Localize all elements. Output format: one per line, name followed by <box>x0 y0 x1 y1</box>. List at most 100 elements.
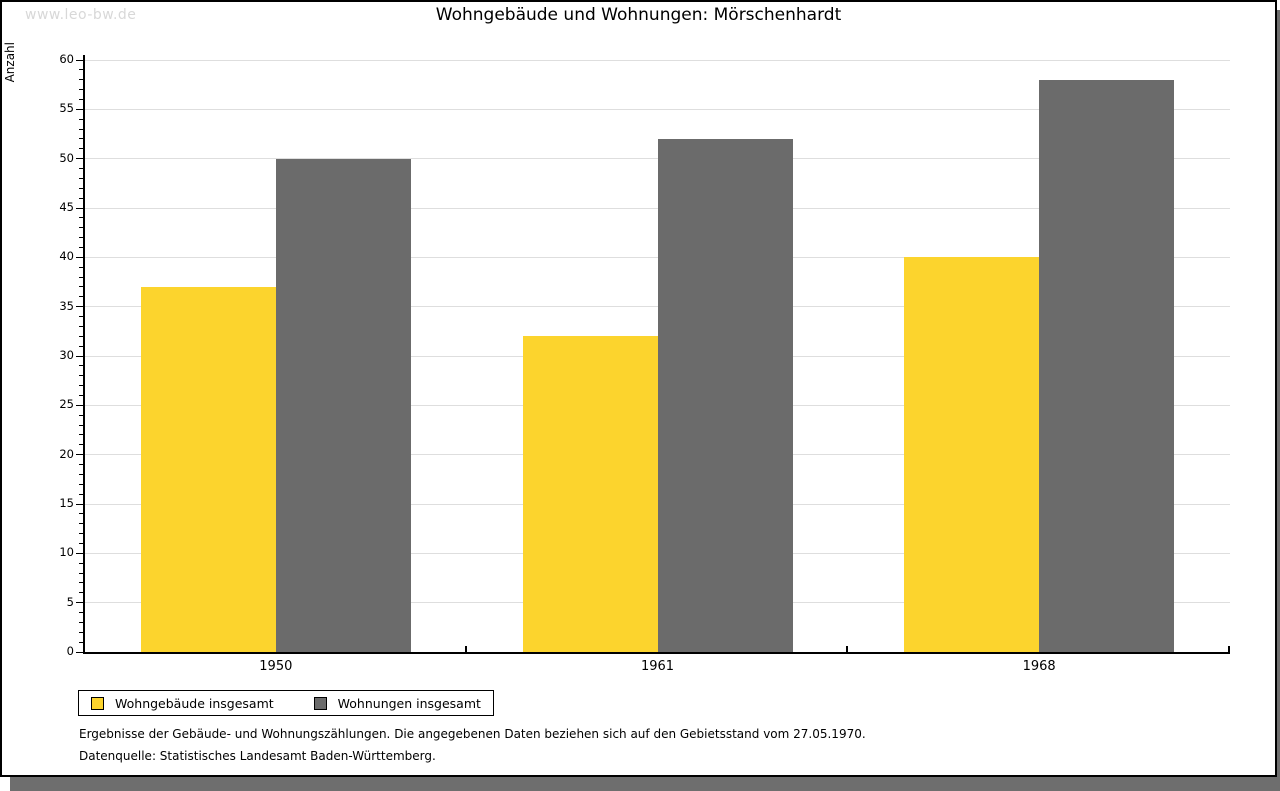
y-axis-label: Anzahl <box>3 42 17 83</box>
x-category-label-1968: 1968 <box>1022 659 1056 674</box>
legend-label-wohngebaeude: Wohngebäude insgesamt <box>115 695 274 711</box>
y-axis-tick-label: 25 <box>59 397 74 412</box>
x-axis-line <box>83 652 1230 654</box>
y-axis-tick <box>76 602 83 604</box>
x-category-label-1950: 1950 <box>259 659 293 674</box>
y-axis-tick-label: 30 <box>59 348 74 362</box>
frame-shadow-bottom <box>10 777 1280 791</box>
y-axis-minor-tick <box>79 621 83 623</box>
legend-label-wohnungen: Wohnungen insgesamt <box>337 695 481 711</box>
y-axis-minor-tick <box>79 168 83 170</box>
y-axis-minor-tick <box>79 177 83 179</box>
y-axis-tick-label: 15 <box>59 496 74 510</box>
y-axis-tick-label: 55 <box>59 101 74 116</box>
y-axis-minor-tick <box>79 316 83 318</box>
y-axis-minor-tick <box>79 237 83 239</box>
y-axis-line <box>83 55 85 654</box>
y-axis-tick-label: 40 <box>59 249 74 264</box>
y-axis-minor-tick <box>79 464 83 466</box>
legend-swatch-wohnungen <box>313 696 327 710</box>
chart-title: Wohngebäude und Wohnungen: Mörschenhardt <box>435 5 842 25</box>
y-axis-tick <box>76 454 83 456</box>
legend-item-wohngebaeude: Wohngebäude insgesamt <box>91 696 274 711</box>
y-axis-tick <box>76 207 83 209</box>
y-axis-tick-label: 20 <box>59 446 74 461</box>
y-axis-tick <box>76 158 83 160</box>
y-axis-tick <box>76 256 83 258</box>
y-axis-minor-tick <box>79 542 83 544</box>
y-axis-minor-tick <box>79 493 83 495</box>
y-axis-minor-tick <box>79 138 83 140</box>
y-axis-minor-tick <box>79 444 83 446</box>
y-axis-tick <box>76 59 83 61</box>
watermark: www.leo-bw.de <box>25 7 137 23</box>
y-axis-minor-tick <box>79 335 83 337</box>
y-axis-minor-tick <box>79 641 83 643</box>
y-axis-minor-tick <box>79 98 83 100</box>
y-axis-minor-tick <box>79 128 83 130</box>
x-axis-tick <box>846 646 849 652</box>
legend-item-wohnungen: Wohnungen insgesamt <box>313 695 481 711</box>
legend-swatch-wohngebaeude <box>91 696 104 710</box>
plot-area: 0 5 10 15 20 25 30 35 40 45 50 55 60 1950 1961 1968 <box>59 52 1230 674</box>
y-axis-minor-tick <box>79 276 83 278</box>
y-axis-tick-label: 5 <box>66 594 74 609</box>
y-axis-minor-tick <box>79 533 83 535</box>
y-axis-minor-tick <box>79 365 83 367</box>
y-axis-minor-tick <box>79 325 83 327</box>
y-axis-minor-tick <box>79 513 83 515</box>
bar-wohnungen-insgesamt-1968 <box>1039 79 1175 652</box>
y-axis-tick <box>76 355 83 357</box>
footnote-source-note: Ergebnisse der Gebäude- und Wohnungszähl… <box>79 727 866 741</box>
y-axis-minor-tick <box>79 414 83 416</box>
y-axis-minor-tick <box>79 79 83 81</box>
bar-wohnungen-insgesamt-1961 <box>657 138 793 652</box>
y-axis-tick <box>76 552 83 554</box>
y-axis-minor-tick <box>79 118 83 120</box>
y-axis-minor-tick <box>79 187 83 189</box>
y-axis-minor-tick <box>79 375 83 377</box>
y-axis-minor-tick <box>79 592 83 594</box>
y-axis-minor-tick <box>79 612 83 614</box>
y-axis-minor-tick <box>79 572 83 574</box>
footnote-data-source: Datenquelle: Statistisches Landesamt Bad… <box>79 749 436 763</box>
gridline-55 <box>85 108 1230 110</box>
x-axis-tick <box>464 646 467 652</box>
y-axis-minor-tick <box>79 434 83 436</box>
y-axis-minor-tick <box>79 523 83 525</box>
y-axis-tick <box>76 306 83 308</box>
y-axis-minor-tick <box>79 345 83 347</box>
y-axis-tick <box>76 108 83 110</box>
y-axis-tick-label: 35 <box>59 298 74 313</box>
y-axis-minor-tick <box>79 266 83 268</box>
y-axis-tick-label: 45 <box>59 200 74 214</box>
y-axis-tick-label: 60 <box>59 52 74 66</box>
bar-wohnungen-insgesamt-1950 <box>275 158 411 652</box>
y-axis-minor-tick <box>79 148 83 150</box>
frame-shadow-right <box>1277 10 1280 791</box>
y-axis-tick-label: 10 <box>59 545 74 560</box>
y-axis-minor-tick <box>79 227 83 229</box>
y-axis-tick-label: 50 <box>59 150 74 165</box>
y-axis-minor-tick <box>79 394 83 396</box>
x-category-label-1961: 1961 <box>640 659 675 674</box>
y-axis-minor-tick <box>79 483 83 485</box>
legend: Wohngebäude insgesamt Wohnungen insgesam… <box>78 690 494 716</box>
y-axis-minor-tick <box>79 217 83 219</box>
bar-wohngeb-ude-insgesamt-1961 <box>522 336 658 652</box>
y-axis-minor-tick <box>79 424 83 426</box>
y-axis-tick <box>76 503 83 505</box>
y-axis-minor-tick <box>79 89 83 91</box>
y-axis-minor-tick <box>79 473 83 475</box>
y-axis-minor-tick <box>79 582 83 584</box>
y-axis-tick <box>76 404 83 406</box>
y-axis-minor-tick <box>79 562 83 564</box>
y-axis-minor-tick <box>79 631 83 633</box>
y-axis-minor-tick <box>79 69 83 71</box>
x-axis-tick <box>1228 646 1230 652</box>
gridline-60 <box>85 59 1230 61</box>
bar-wohngeb-ude-insgesamt-1950 <box>140 286 276 652</box>
y-axis-minor-tick <box>79 286 83 288</box>
y-axis-tick-label: 0 <box>66 644 74 658</box>
y-axis-minor-tick <box>79 197 83 199</box>
